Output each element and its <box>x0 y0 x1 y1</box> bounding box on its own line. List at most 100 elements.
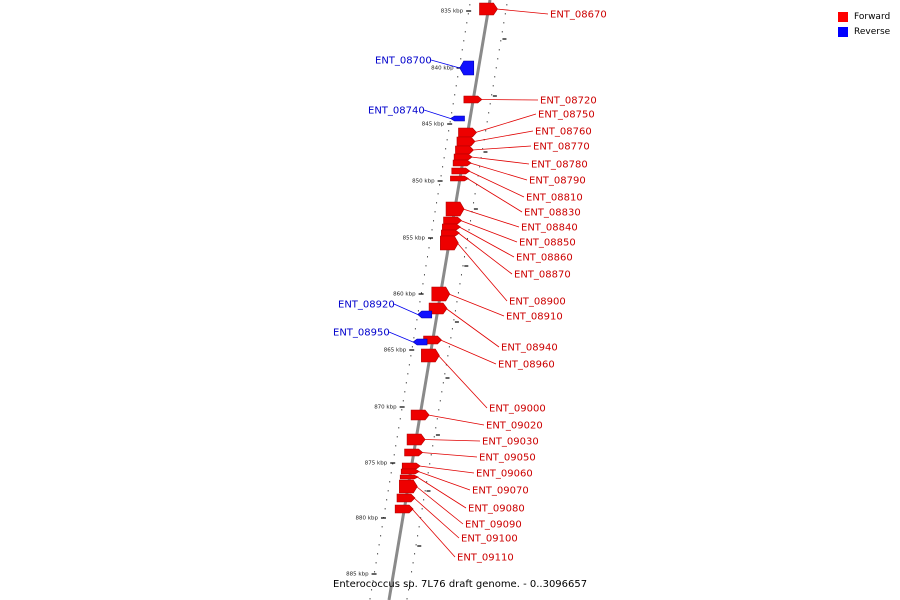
forward-swatch <box>838 11 848 22</box>
legend-reverse[interactable]: Reverse <box>838 24 898 39</box>
forward-gene-label: ENT_08780 <box>531 160 588 171</box>
forward-gene <box>456 136 476 147</box>
forward-gene-leader <box>421 452 478 458</box>
ruler-ticks: 835 kbp 840 kbp 845 kbp 850 kbp 855 kbp 860 k… <box>346 9 507 578</box>
forward-gene <box>399 474 419 480</box>
forward-gene-label: ENT_09020 <box>486 421 543 432</box>
forward-gene-label: ENT_09080 <box>468 504 525 515</box>
forward-gene <box>394 504 414 514</box>
ruler-tick-label: 835 kbp <box>441 9 464 15</box>
reverse-gene-leader <box>388 331 414 343</box>
ruler-tick-label: 875 kbp <box>365 461 388 467</box>
ruler-tick-label: 855 kbp <box>403 236 426 242</box>
forward-gene <box>410 409 430 421</box>
forward-gene <box>445 201 465 217</box>
ruler-dotted-guide <box>369 4 508 600</box>
forward-gene-leader <box>445 308 500 348</box>
reverse-gene <box>412 338 428 346</box>
forward-gene <box>431 286 451 302</box>
ruler-tick-label: 880 kbp <box>356 516 379 522</box>
forward-gene <box>479 2 498 16</box>
forward-gene <box>450 175 469 182</box>
forward-gene-label: ENT_08830 <box>524 208 581 219</box>
legend-forward[interactable]: Forward <box>838 9 898 24</box>
forward-gene <box>396 493 416 503</box>
forward-gene-leader <box>416 476 467 509</box>
forward-gene <box>421 348 440 363</box>
forward-gene <box>453 153 473 161</box>
forward-gene-label: ENT_08720 <box>540 96 597 107</box>
ruler-tick-label: 850 kbp <box>412 179 435 185</box>
forward-gene <box>401 462 421 470</box>
forward-gene <box>458 127 477 138</box>
forward-gene-label: ENT_08810 <box>526 193 583 204</box>
reverse-gene <box>449 115 465 122</box>
forward-gene <box>443 216 462 225</box>
forward-gene-leader <box>473 130 534 142</box>
forward-gene-leader <box>471 156 530 165</box>
forward-gene-leader <box>424 439 481 442</box>
forward-gene-label: ENT_09090 <box>465 520 522 531</box>
forward-gene <box>441 229 460 237</box>
forward-gene <box>455 145 474 155</box>
reverse-gene-label: ENT_08740 <box>368 106 425 117</box>
forward-gene-leader <box>480 99 539 101</box>
forward-gene-label: ENT_08790 <box>529 176 586 187</box>
forward-gene-leader <box>440 339 497 365</box>
ruler-tick-label: 860 kbp <box>393 292 416 298</box>
ruler-tick-label: 845 kbp <box>422 122 445 128</box>
legend: Forward Reverse <box>838 9 898 39</box>
forward-gene-leader <box>475 113 537 133</box>
forward-gene-leader <box>462 208 520 228</box>
forward-gene-label: ENT_09110 <box>457 553 514 564</box>
forward-gene-leader <box>470 162 528 181</box>
legend-reverse-label: Reverse <box>854 26 891 37</box>
ruler-tick-label: 865 kbp <box>384 348 407 354</box>
forward-gene-leader <box>467 178 523 213</box>
forward-gene-leader <box>460 220 518 243</box>
reverse-gene-label: ENT_08920 <box>338 300 395 311</box>
forward-gene-leader <box>468 170 525 198</box>
forward-gene-label: ENT_08910 <box>506 312 563 323</box>
forward-gene-leader <box>428 414 485 426</box>
legend-forward-label: Forward <box>854 11 891 22</box>
forward-gene-label: ENT_09050 <box>479 453 536 464</box>
forward-gene <box>404 448 424 457</box>
forward-gene-leader <box>448 293 505 317</box>
ruler-tick-label: 840 kbp <box>431 66 454 72</box>
forward-gene-label: ENT_08940 <box>501 343 558 354</box>
forward-gene-label: ENT_08850 <box>519 238 576 249</box>
forward-gene-label: ENT_08860 <box>516 253 573 264</box>
reverse-gene <box>417 310 433 319</box>
forward-gene-label: ENT_08960 <box>498 360 555 371</box>
forward-gene-label: ENT_08870 <box>514 270 571 281</box>
ruler-tick-label: 885 kbp <box>346 572 369 578</box>
gene-features <box>394 2 498 514</box>
forward-gene <box>406 433 426 446</box>
reverse-gene-leader <box>423 109 451 119</box>
forward-gene-label: ENT_08760 <box>535 127 592 138</box>
forward-gene-leader <box>411 508 456 558</box>
forward-gene-leader <box>413 497 460 539</box>
forward-gene-label: ENT_08750 <box>538 110 595 121</box>
forward-gene <box>399 479 418 494</box>
forward-gene <box>463 95 483 104</box>
forward-gene-leader <box>457 242 508 302</box>
forward-gene-label: ENT_08670 <box>550 10 607 21</box>
forward-gene <box>440 235 459 251</box>
reverse-gene-leader <box>393 303 418 315</box>
gene-labels: ENT_08670 ENT_08720 ENT_08750 ENT_08760 ENT_… <box>333 8 607 564</box>
forward-gene-label: ENT_08840 <box>521 223 578 234</box>
reverse-gene-leader <box>430 59 460 69</box>
reverse-gene-label: ENT_08950 <box>333 328 390 339</box>
forward-gene-leader <box>438 355 488 409</box>
forward-gene-label: ENT_09060 <box>476 469 533 480</box>
genome-caption: Enterococcus sp. 7L76 draft genome. - 0.… <box>333 579 588 590</box>
forward-gene-label: ENT_08900 <box>509 297 566 308</box>
forward-gene-leader <box>472 145 532 151</box>
forward-gene-leader <box>416 486 464 525</box>
reverse-gene-label: ENT_08700 <box>375 56 432 67</box>
forward-gene-label: ENT_09000 <box>489 404 546 415</box>
reverse-swatch <box>838 26 848 37</box>
